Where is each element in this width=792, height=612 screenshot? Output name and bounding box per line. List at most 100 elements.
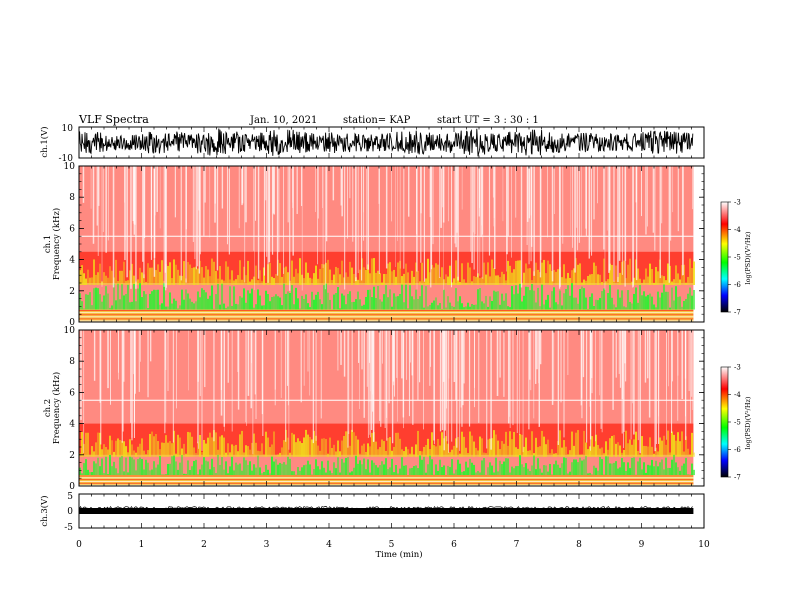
spectrum-yellow-streak: [585, 442, 587, 457]
spectrum-yellow-streak: [453, 445, 455, 457]
spectrum-yellow-streak: [459, 453, 461, 457]
spectrum-green-streak: [313, 469, 315, 476]
spectrum-yellow-streak: [243, 266, 245, 285]
spectrum-green-streak: [201, 464, 203, 476]
spectrum-yellow-streak: [459, 282, 461, 285]
spectrum-green-streak: [321, 304, 323, 310]
spectrum-green-streak: [607, 456, 609, 476]
spectrum-green-streak: [267, 294, 269, 310]
spectrum-green-streak: [629, 468, 631, 476]
spectrum-green-streak: [623, 462, 625, 476]
spectrum-yellow-streak: [641, 436, 643, 457]
spectrum-yellow-streak: [595, 265, 597, 285]
spectrum-green-streak: [215, 294, 217, 310]
spectrum-green-streak: [493, 472, 495, 476]
spectrum-green-streak: [563, 457, 565, 476]
spectrum-yellow-streak: [303, 437, 305, 457]
spectrum-green-streak: [409, 468, 411, 476]
spectrum-yellow-streak: [565, 446, 567, 457]
spectrum-yellow-streak: [489, 276, 491, 285]
spectrum-yellow-streak: [155, 270, 157, 285]
spectrum-yellow-streak: [225, 452, 227, 457]
spectrum-yellow-streak: [367, 264, 369, 285]
ch1-ytick-top: 10: [62, 124, 74, 134]
spectrum-green-streak: [673, 300, 675, 310]
spectrum-green-streak: [237, 464, 239, 476]
spectrum-green-streak: [217, 454, 219, 476]
spectrum-green-streak: [157, 289, 159, 310]
spectrum-green-streak: [339, 472, 341, 476]
spectrum-green-streak: [117, 473, 119, 476]
spectrum-yellow-streak: [583, 279, 585, 285]
spectrum-yellow-streak: [93, 451, 95, 457]
spectrum-yellow-streak: [547, 260, 549, 285]
spectrum-green-streak: [433, 300, 435, 310]
spectrum-yellow-streak: [311, 439, 313, 457]
spectrum-green-streak: [551, 474, 553, 476]
spectrum-green-streak: [185, 289, 187, 310]
spectrum-yellow-streak: [425, 278, 427, 285]
spectrum-yellow-streak: [445, 436, 447, 457]
spectrum-yellow-streak: [227, 266, 229, 285]
spectrum-yellow-streak: [281, 276, 283, 285]
spectrum-green-streak: [243, 288, 245, 310]
spectrum-yellow-streak: [185, 453, 187, 457]
spectrum-yellow-streak: [195, 266, 197, 285]
spectrum-green-streak: [655, 307, 657, 310]
spectrum-green-streak: [559, 467, 561, 476]
spectrum-green-streak: [121, 455, 123, 476]
spectrum-yellow-streak: [295, 442, 297, 457]
spectrum-yellow-streak: [117, 281, 119, 285]
spectrum-green-streak: [529, 471, 531, 476]
spectrum-yellow-streak: [155, 433, 157, 457]
spectrum-yellow-streak: [561, 277, 563, 285]
spectrum-green-streak: [123, 471, 125, 476]
colorbar-tick-label: -5: [734, 419, 741, 427]
spectrum-yellow-streak: [227, 443, 229, 457]
y-tick-label: 10: [64, 162, 76, 172]
spectrum-yellow-streak: [329, 269, 331, 285]
spectrum-yellow-streak: [359, 453, 361, 457]
spectrum-yellow-streak: [217, 449, 219, 457]
spectrum-green-streak: [303, 465, 305, 476]
spectrum-yellow-streak: [205, 266, 207, 285]
spectrum-yellow-streak: [245, 275, 247, 285]
spectrum-yellow-streak: [267, 437, 269, 457]
spectrum-green-streak: [221, 283, 223, 310]
spectrum-green-streak: [645, 296, 647, 310]
spectrum-green-streak: [633, 457, 635, 476]
spectrum-green-streak: [127, 284, 129, 310]
spectrum-yellow-streak: [405, 263, 407, 285]
spectrum-green-streak: [175, 300, 177, 310]
spectrum-green-streak: [97, 288, 99, 310]
spectrum-green-streak: [575, 297, 577, 310]
spectrum-yellow-streak: [561, 447, 563, 457]
spectrum-yellow-streak: [449, 452, 451, 457]
spectrum-yellow-streak: [477, 273, 479, 285]
spectrum-green-streak: [355, 455, 357, 476]
spectrum-green-streak: [469, 458, 471, 476]
spectrum-yellow-streak: [605, 281, 607, 285]
spectrum-green-streak: [83, 463, 85, 476]
spectrum-yellow-streak: [447, 443, 449, 457]
spectrum-green-streak: [271, 456, 273, 476]
spectrum-green-streak: [287, 456, 289, 476]
spectrum-yellow-streak: [533, 271, 535, 285]
spectrum-yellow-streak: [395, 432, 397, 457]
spectrum-yellow-streak: [439, 276, 441, 285]
spectrum-green-streak: [617, 468, 619, 476]
spectrum-green-streak: [671, 287, 673, 310]
spectrum-yellow-streak: [373, 258, 375, 285]
spectrum-yellow-streak: [89, 454, 91, 457]
spectrum-yellow-streak: [501, 441, 503, 457]
spectrum-yellow-streak: [191, 267, 193, 285]
spectrum-green-streak: [393, 293, 395, 310]
spectrum-yellow-streak: [585, 280, 587, 285]
spectrum-green-streak: [373, 462, 375, 476]
spectrum-green-streak: [599, 297, 601, 310]
spectrum-yellow-streak: [487, 439, 489, 457]
spectrum-yellow-streak: [437, 438, 439, 457]
spectrum-green-streak: [587, 308, 589, 310]
spectrum-green-streak: [171, 456, 173, 476]
spectrum-green-streak: [113, 283, 115, 310]
